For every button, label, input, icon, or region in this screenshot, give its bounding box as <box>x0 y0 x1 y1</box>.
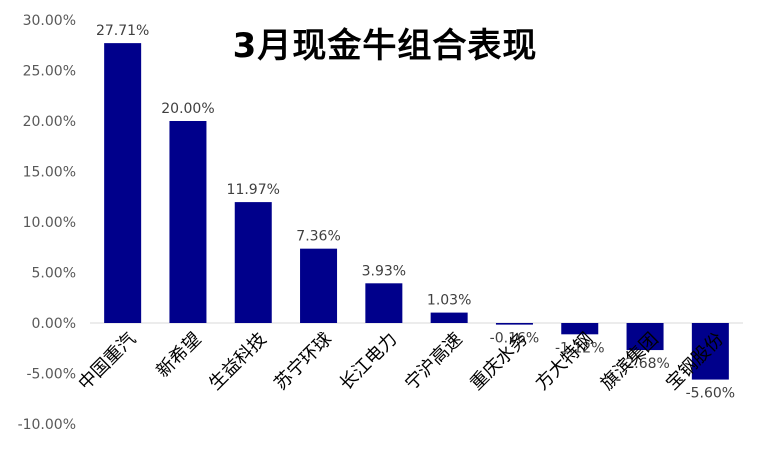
data-label: 1.03% <box>427 293 471 309</box>
bar <box>169 121 207 323</box>
x-tick-label: 中国重汽 <box>74 329 140 395</box>
y-tick-label: -5.00% <box>26 367 76 383</box>
data-label: 20.00% <box>161 101 214 117</box>
data-label: 27.71% <box>96 23 149 39</box>
bar <box>561 323 599 335</box>
data-label: 7.36% <box>296 229 340 245</box>
data-label: -2.68% <box>620 356 670 372</box>
bar <box>691 323 729 380</box>
x-tick-label: 生益科技 <box>205 329 271 395</box>
bar <box>365 283 403 323</box>
bar <box>626 323 664 351</box>
x-tick-label: 宁沪高速 <box>401 329 467 395</box>
x-tick-label: 方大特钢 <box>532 329 598 395</box>
y-tick-label: 5.00% <box>32 266 76 282</box>
x-tick-label: 长江电力 <box>336 329 402 395</box>
y-tick-label: -10.00% <box>18 417 76 433</box>
y-tick-label: 15.00% <box>23 165 76 181</box>
bar <box>300 248 338 323</box>
bar <box>234 202 272 323</box>
data-label: 3.93% <box>362 263 406 279</box>
chart-title: 3月现金牛组合表现 <box>232 26 538 66</box>
data-label: -1.12% <box>555 340 605 356</box>
bar <box>430 312 468 323</box>
y-tick-label: 25.00% <box>23 64 76 80</box>
data-label: 11.97% <box>227 182 280 198</box>
y-tick-label: 10.00% <box>23 215 76 231</box>
data-label: -0.16% <box>490 331 540 347</box>
y-tick-label: 30.00% <box>23 13 76 29</box>
data-label: -5.60% <box>686 386 736 402</box>
x-tick-label: 苏宁环球 <box>270 329 336 395</box>
bar <box>495 323 533 325</box>
x-tick-label: 新希望 <box>152 329 205 382</box>
y-tick-label: 20.00% <box>23 114 76 130</box>
y-tick-label: 0.00% <box>32 316 76 332</box>
bar <box>104 43 142 324</box>
